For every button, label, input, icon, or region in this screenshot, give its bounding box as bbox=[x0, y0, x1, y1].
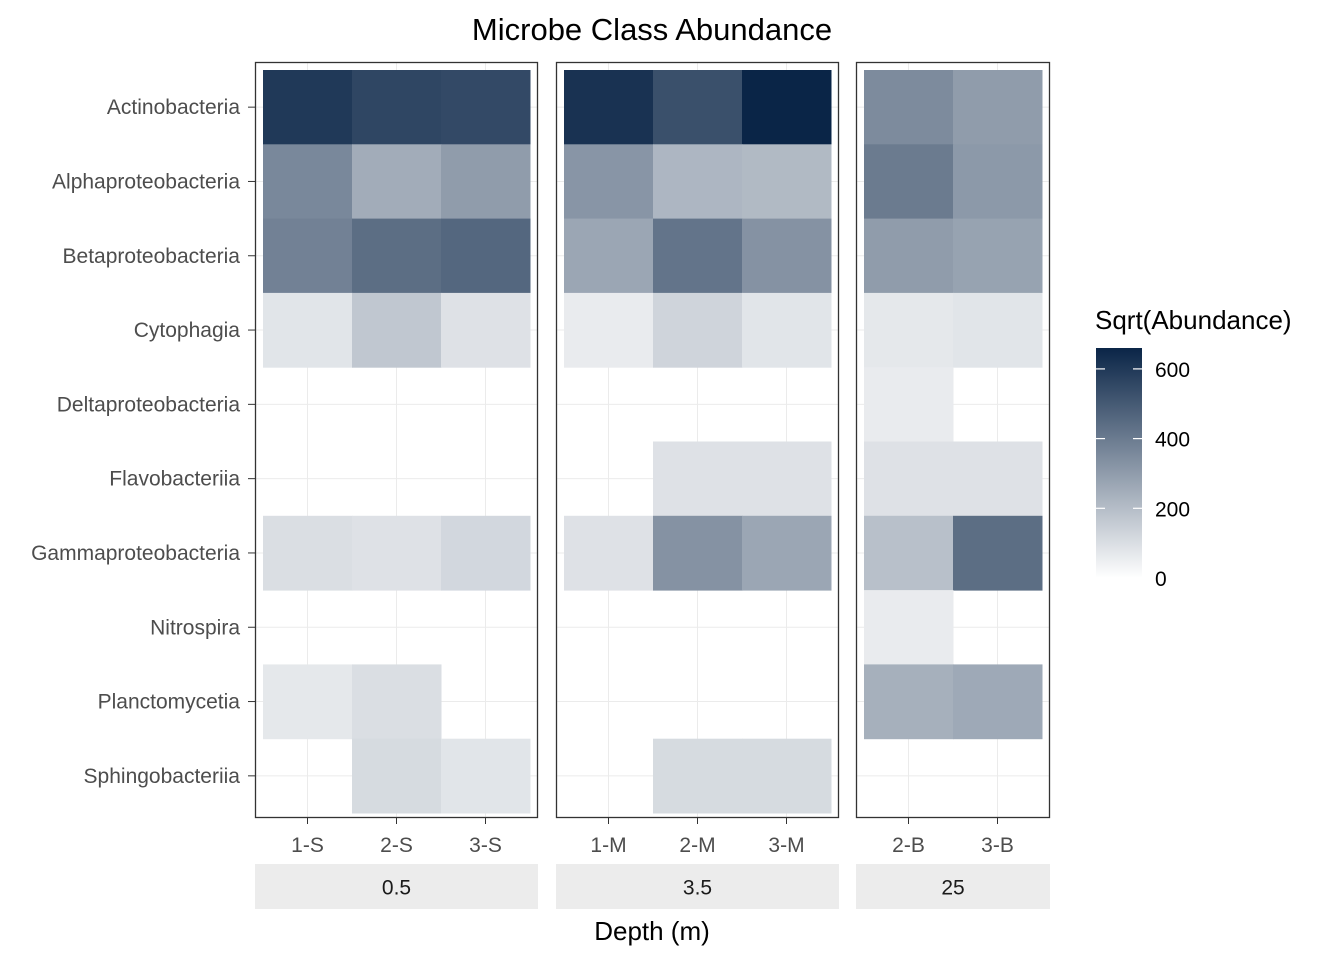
heat-tile bbox=[352, 738, 442, 814]
y-axis-labels: Actinobacteria Alphaproteobacteria Betapro… bbox=[31, 96, 255, 788]
heat-tile bbox=[263, 515, 353, 591]
heat-tile bbox=[742, 515, 832, 591]
facet-strip-label: 0.5 bbox=[382, 877, 411, 900]
facet-strip bbox=[255, 864, 538, 909]
heat-tile bbox=[352, 144, 442, 220]
heat-tile bbox=[653, 515, 743, 591]
y-tick-label: Actinobacteria bbox=[107, 96, 240, 119]
heat-tile bbox=[441, 515, 531, 591]
heat-tile bbox=[263, 664, 353, 740]
y-tick-label: Deltaproteobacteria bbox=[57, 393, 241, 416]
heat-tile bbox=[263, 218, 353, 294]
facet-panel-0.5: 1-S 2-S 3-S 0.5 bbox=[254, 61, 539, 909]
y-tick-label: Planctomycetia bbox=[98, 691, 241, 714]
heat-tile bbox=[564, 515, 654, 591]
y-tick-label: Sphingobacteriia bbox=[84, 765, 241, 788]
heat-tile bbox=[864, 590, 954, 665]
legend-ticks: 0 200 400 600 bbox=[1096, 359, 1190, 591]
heat-tile bbox=[742, 738, 832, 814]
heat-tile bbox=[864, 664, 954, 740]
x-tick-label: 1-M bbox=[590, 834, 626, 857]
x-axis-title: Depth (m) bbox=[594, 916, 710, 946]
heat-tile bbox=[953, 70, 1043, 145]
heat-tile bbox=[352, 218, 442, 294]
heat-tile bbox=[953, 292, 1043, 368]
heat-tile bbox=[441, 738, 531, 814]
x-tick-label: 2-B bbox=[892, 834, 925, 857]
facet-strip bbox=[856, 864, 1050, 909]
heat-tile bbox=[864, 515, 954, 591]
heat-tile bbox=[352, 292, 442, 368]
heat-tile bbox=[953, 664, 1043, 740]
heat-tile bbox=[653, 441, 743, 517]
heat-tile bbox=[742, 292, 832, 368]
heat-tile bbox=[953, 144, 1043, 220]
y-tick-label: Nitrospira bbox=[150, 616, 240, 639]
heat-tile bbox=[742, 70, 832, 145]
heat-tile bbox=[653, 218, 743, 294]
heat-tile bbox=[441, 218, 531, 294]
legend-tick-label: 600 bbox=[1155, 359, 1190, 382]
heat-tile bbox=[263, 144, 353, 220]
heat-tile bbox=[864, 441, 954, 517]
heat-tile bbox=[352, 515, 442, 591]
heat-tile bbox=[263, 292, 353, 368]
legend-tick-label: 200 bbox=[1155, 498, 1190, 521]
facet-strip-label: 3.5 bbox=[683, 877, 712, 900]
legend-tick-label: 400 bbox=[1155, 429, 1190, 452]
heat-tile bbox=[441, 292, 531, 368]
heat-tile bbox=[864, 367, 954, 442]
x-tick-label: 2-S bbox=[380, 834, 413, 857]
heat-tile bbox=[653, 70, 743, 145]
heat-tile bbox=[653, 738, 743, 814]
heat-tile bbox=[564, 144, 654, 220]
heat-tile bbox=[953, 218, 1043, 294]
heat-tile bbox=[864, 292, 954, 368]
heat-tile bbox=[441, 144, 531, 220]
heat-tile bbox=[864, 70, 954, 145]
y-tick-label: Alphaproteobacteria bbox=[52, 170, 240, 193]
x-tick-label: 3-B bbox=[981, 834, 1014, 857]
chart-title: Microbe Class Abundance bbox=[472, 12, 832, 47]
legend-title: Sqrt(Abundance) bbox=[1095, 305, 1292, 335]
heat-tile bbox=[263, 70, 353, 145]
x-tick-label: 1-S bbox=[291, 834, 324, 857]
heat-tile bbox=[864, 218, 954, 294]
heat-tile bbox=[953, 441, 1043, 517]
heat-tile bbox=[864, 144, 954, 220]
x-tick-label: 3-M bbox=[768, 834, 804, 857]
x-tick-label: 3-S bbox=[469, 834, 502, 857]
heat-tile bbox=[352, 664, 442, 740]
facet-panel-3.5: 1-M 2-M 3-M 3.5 bbox=[555, 61, 840, 909]
y-tick-label: Cytophagia bbox=[134, 319, 241, 342]
heat-tile bbox=[653, 144, 743, 220]
y-tick-label: Gammaproteobacteria bbox=[31, 542, 240, 565]
heat-tile bbox=[441, 70, 531, 145]
heat-tile bbox=[742, 144, 832, 220]
heat-tile bbox=[564, 292, 654, 368]
heat-tile bbox=[352, 70, 442, 145]
heat-tile bbox=[953, 515, 1043, 591]
x-tick-label: 2-M bbox=[679, 834, 715, 857]
legend-colorbar bbox=[1096, 348, 1142, 578]
panel-border bbox=[254, 61, 539, 819]
heat-tile bbox=[742, 441, 832, 517]
panel-border bbox=[555, 61, 840, 819]
facet-strip bbox=[556, 864, 839, 909]
heat-tile bbox=[564, 218, 654, 294]
heat-tile bbox=[653, 292, 743, 368]
color-legend: Sqrt(Abundance) 0 200 400 600 bbox=[1095, 305, 1292, 591]
y-tick-label: Betaproteobacteria bbox=[63, 245, 241, 268]
panel-border bbox=[855, 61, 1051, 819]
y-tick-label: Flavobacteriia bbox=[109, 468, 240, 491]
facet-panels: 1-S 2-S 3-S 0.5 1-M 2-M 3-M 3.5 2-B 3-B 25 bbox=[254, 61, 1051, 909]
facet-panel-25: 2-B 3-B 25 bbox=[855, 61, 1051, 909]
legend-tick-label: 0 bbox=[1155, 568, 1167, 591]
heat-tile bbox=[742, 218, 832, 294]
facet-strip-label: 25 bbox=[941, 877, 964, 900]
heat-tile bbox=[564, 70, 654, 145]
